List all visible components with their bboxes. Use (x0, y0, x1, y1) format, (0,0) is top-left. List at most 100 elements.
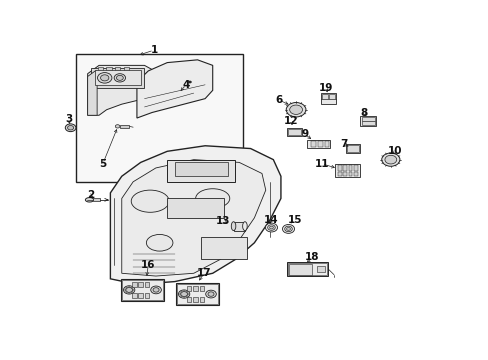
Ellipse shape (265, 223, 277, 232)
Ellipse shape (282, 225, 294, 233)
Bar (186, 286, 191, 291)
Ellipse shape (381, 153, 399, 166)
Bar (175, 162, 227, 176)
Ellipse shape (101, 75, 109, 81)
Ellipse shape (180, 292, 182, 293)
Text: 10: 10 (387, 146, 402, 156)
Bar (144, 293, 149, 298)
Ellipse shape (125, 291, 127, 292)
Ellipse shape (185, 292, 187, 293)
Ellipse shape (131, 291, 132, 292)
Text: 8: 8 (360, 108, 367, 118)
Bar (167, 198, 224, 218)
Bar (353, 172, 357, 176)
Text: 15: 15 (287, 215, 301, 225)
Ellipse shape (131, 190, 169, 212)
Ellipse shape (183, 291, 184, 292)
Bar (287, 263, 326, 275)
Ellipse shape (181, 292, 187, 297)
Text: 4: 4 (182, 80, 189, 90)
Bar (193, 286, 198, 291)
Bar (138, 293, 142, 298)
Bar (95, 69, 141, 85)
Text: 17: 17 (196, 268, 211, 278)
Bar (286, 262, 327, 276)
Bar (348, 165, 352, 171)
Bar (138, 282, 142, 287)
Ellipse shape (285, 103, 305, 117)
Text: 1: 1 (150, 45, 157, 55)
Ellipse shape (269, 226, 273, 229)
Bar (311, 141, 315, 147)
Bar (76, 54, 243, 182)
Ellipse shape (195, 189, 229, 208)
Bar (359, 116, 375, 126)
Ellipse shape (65, 124, 76, 132)
Bar (201, 237, 246, 260)
Bar (144, 282, 149, 287)
Bar (91, 68, 144, 87)
Bar (132, 293, 136, 298)
Bar (288, 264, 311, 275)
Bar (97, 67, 102, 69)
Ellipse shape (85, 198, 94, 202)
Bar (307, 140, 329, 148)
Ellipse shape (131, 287, 132, 288)
Text: 12: 12 (284, 116, 298, 126)
Bar (122, 280, 163, 300)
Bar (328, 94, 334, 99)
Bar (121, 279, 164, 301)
Polygon shape (87, 66, 159, 115)
Ellipse shape (125, 287, 127, 288)
Ellipse shape (67, 126, 74, 130)
Ellipse shape (188, 81, 191, 83)
Bar (324, 141, 329, 147)
Ellipse shape (115, 125, 120, 128)
Ellipse shape (267, 225, 275, 230)
Ellipse shape (179, 293, 181, 294)
Bar (317, 141, 322, 147)
Bar (177, 284, 217, 304)
Ellipse shape (289, 105, 302, 114)
Ellipse shape (97, 73, 112, 83)
Bar (233, 222, 244, 231)
Text: 18: 18 (305, 252, 319, 262)
Bar (287, 129, 300, 135)
Ellipse shape (146, 234, 173, 251)
Bar (343, 172, 346, 176)
Ellipse shape (128, 292, 130, 293)
Bar (115, 67, 120, 69)
Text: 13: 13 (216, 216, 230, 226)
Ellipse shape (231, 222, 235, 231)
Bar (200, 297, 204, 302)
Bar (353, 165, 357, 171)
Ellipse shape (207, 292, 214, 296)
Bar (175, 283, 219, 305)
Ellipse shape (185, 296, 187, 297)
Bar (337, 172, 341, 176)
Ellipse shape (286, 228, 290, 230)
Ellipse shape (183, 296, 184, 297)
Bar (346, 145, 358, 152)
Bar (334, 164, 359, 177)
Ellipse shape (178, 290, 189, 298)
Text: 7: 7 (339, 139, 346, 149)
Bar (345, 144, 359, 153)
Ellipse shape (180, 296, 182, 297)
Bar (320, 93, 335, 104)
Text: 16: 16 (141, 260, 155, 270)
Bar (321, 94, 327, 99)
Bar (106, 67, 111, 69)
Polygon shape (122, 159, 265, 276)
Bar (200, 286, 204, 291)
Bar (286, 128, 301, 135)
Ellipse shape (150, 286, 161, 294)
Bar (316, 266, 324, 272)
Ellipse shape (284, 226, 292, 232)
Bar (343, 165, 346, 171)
Ellipse shape (384, 155, 396, 164)
Ellipse shape (114, 74, 125, 82)
Text: 2: 2 (86, 190, 94, 200)
Bar (186, 297, 191, 302)
Ellipse shape (124, 289, 126, 291)
